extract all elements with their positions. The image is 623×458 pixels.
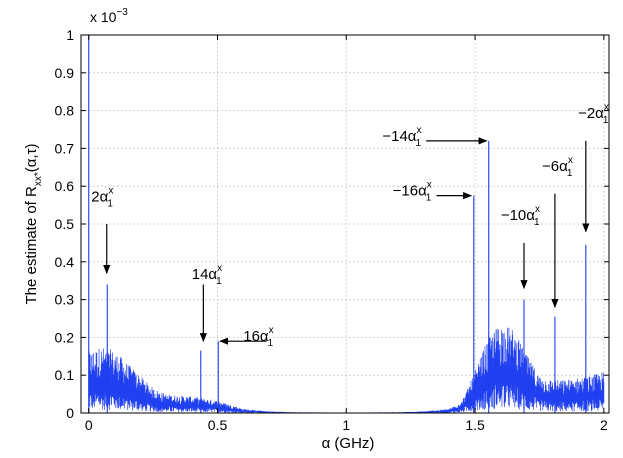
y-tick-label: 1 — [66, 27, 74, 43]
y-tick-label: 0.8 — [55, 103, 75, 119]
y-tick-label: 0.4 — [55, 254, 75, 270]
annotation-symbol: 16α — [243, 328, 269, 345]
annotation-subscript: 1 — [567, 168, 573, 179]
y-axis-label-main: The estimate of R — [23, 186, 40, 305]
x-tick-label: 0.5 — [208, 417, 228, 433]
y-tick-label: 0.3 — [55, 292, 75, 308]
annotation-superscript: x — [427, 180, 432, 191]
annotation-subscript: 1 — [268, 338, 274, 349]
y-tick-label: 0.1 — [55, 367, 75, 383]
y-multiplier-exp: −3 — [116, 7, 128, 18]
x-tick-label: 1.5 — [465, 417, 485, 433]
annotation-superscript: x — [269, 325, 274, 336]
axis-labels: α (GHz) The estimate of Rxx*(α,τ) x 10−3 — [23, 7, 374, 452]
annotation-symbol: 14α — [192, 266, 218, 283]
x-tick-label: 2 — [600, 417, 608, 433]
x-axis-label: α (GHz) — [322, 435, 375, 452]
peak-annotation-label: −6αx 1 — [542, 155, 573, 179]
annotation-subscript: 1 — [107, 198, 113, 209]
axes: 0 0.5 1 1.5 2 0 0.1 0.2 0.3 0.4 0.5 0.6 0.7 0.8 0.9 1 — [55, 27, 610, 433]
y-multiplier: x 10−3 — [90, 7, 128, 25]
y-multiplier-base: x 10 — [90, 9, 117, 25]
y-tick-label: 0.2 — [55, 329, 75, 345]
y-axis-label-tail: (α,τ) — [23, 143, 40, 172]
annotation-symbol: −6α — [542, 158, 568, 175]
peak-annotation-label: 2αx 1 — [91, 185, 113, 209]
annotation-superscript: x — [604, 102, 609, 113]
annotation-symbol: −16α — [393, 183, 427, 200]
annotation-symbol: −14α — [382, 128, 416, 145]
annotation-subscript: 1 — [415, 138, 421, 149]
annotation-subscript: 1 — [534, 217, 540, 228]
y-tick-label: 0 — [66, 405, 74, 421]
annotation-subscript: 1 — [216, 276, 222, 287]
y-tick-label: 0.6 — [55, 178, 75, 194]
y-tick-label: 0.5 — [55, 216, 75, 232]
annotation-superscript: x — [416, 125, 421, 136]
annotation-subscript: 1 — [603, 115, 609, 126]
peak-annotation-label: −14αx 1 — [382, 125, 421, 149]
annotation-subscript: 1 — [426, 193, 432, 204]
annotation-symbol: 2α — [91, 188, 108, 205]
peak-annotation-label: 14αx 1 — [192, 263, 222, 287]
annotation-symbol: −10α — [501, 207, 535, 224]
x-tick-label: 0 — [85, 417, 93, 433]
y-tick-label: 0.7 — [55, 140, 75, 156]
annotation-superscript: x — [568, 155, 573, 166]
peak-annotation-label: −10αx 1 — [501, 204, 540, 228]
peak-annotation-label: −16αx 1 — [393, 180, 432, 204]
y-axis-label-sub: xx* — [33, 172, 44, 186]
annotation-superscript: x — [535, 204, 540, 215]
y-tick-label: 0.9 — [55, 65, 75, 81]
y-axis-label: The estimate of Rxx*(α,τ) — [23, 143, 44, 304]
annotation-superscript: x — [108, 185, 113, 196]
annotation-superscript: x — [217, 263, 222, 274]
annotation-symbol: −2α — [578, 105, 604, 122]
peak-annotation-label: −2αx 1 — [578, 102, 609, 126]
x-tick-label: 1 — [342, 417, 350, 433]
